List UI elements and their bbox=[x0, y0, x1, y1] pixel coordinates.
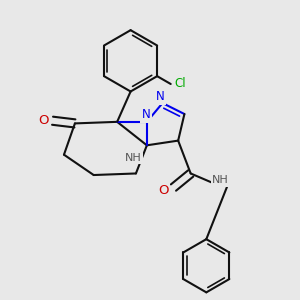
Text: Cl: Cl bbox=[174, 77, 186, 91]
Text: N: N bbox=[156, 90, 164, 103]
Text: N: N bbox=[142, 109, 151, 122]
Text: O: O bbox=[158, 184, 168, 197]
Text: NH: NH bbox=[124, 153, 141, 163]
Text: O: O bbox=[38, 114, 48, 127]
Text: NH: NH bbox=[212, 175, 229, 185]
